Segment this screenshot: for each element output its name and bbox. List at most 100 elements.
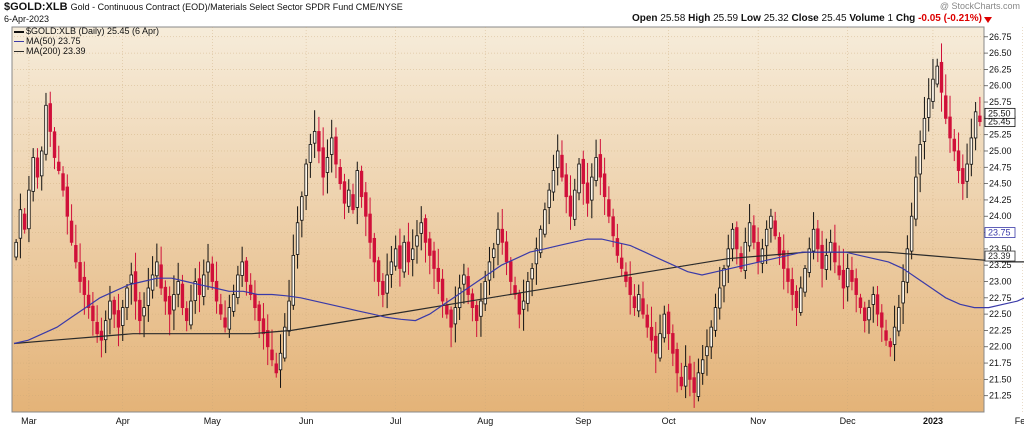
candle-body bbox=[581, 158, 585, 185]
candle-body bbox=[526, 281, 530, 304]
xtick-label-Feb: Feb bbox=[1015, 416, 1024, 426]
candle-body bbox=[266, 330, 270, 348]
ytick-label-25.00: 25.00 bbox=[989, 146, 1012, 156]
candle-body bbox=[935, 65, 939, 85]
candle-body bbox=[321, 147, 325, 178]
candle-body bbox=[547, 189, 551, 208]
candle-body bbox=[129, 274, 133, 284]
candle-body bbox=[483, 281, 487, 305]
candle-body bbox=[675, 349, 679, 374]
candle-body bbox=[40, 150, 44, 177]
candle-body bbox=[214, 280, 219, 302]
candle-body bbox=[125, 287, 129, 308]
xtick-label-Oct: Oct bbox=[662, 416, 677, 426]
candle-body bbox=[816, 228, 820, 250]
candle-body bbox=[445, 304, 449, 315]
candle-body bbox=[688, 363, 692, 380]
candle-body bbox=[871, 294, 875, 305]
candle-body bbox=[108, 300, 112, 320]
candle-body bbox=[355, 170, 359, 208]
candle-body bbox=[756, 241, 760, 263]
candle-body bbox=[628, 277, 632, 295]
candle-body bbox=[240, 261, 244, 276]
candle-body bbox=[939, 61, 944, 93]
ohlc-readout: Open 25.58 High 25.59 Low 25.32 Close 25… bbox=[631, 13, 982, 24]
candle-body bbox=[347, 189, 351, 207]
candle-body bbox=[764, 228, 769, 247]
candle-body bbox=[155, 261, 159, 277]
candle-body bbox=[875, 294, 880, 315]
candle-body bbox=[551, 170, 556, 193]
candle-body bbox=[649, 326, 654, 341]
candle-body bbox=[892, 326, 897, 345]
candle-body bbox=[74, 245, 78, 263]
candle-body bbox=[926, 98, 931, 118]
stockcharts-credit[interactable]: @ StockCharts.com bbox=[939, 1, 1020, 11]
candle-body bbox=[69, 220, 74, 243]
ytick-label-25.75: 25.75 bbox=[989, 97, 1012, 107]
candle-body bbox=[598, 154, 603, 178]
candle-body bbox=[304, 163, 308, 196]
candle-body bbox=[773, 220, 777, 237]
ma50-line bbox=[13, 238, 1024, 345]
candle-body bbox=[487, 261, 492, 281]
price-tag-box bbox=[984, 227, 1016, 238]
candle-body bbox=[850, 269, 854, 282]
candle-body bbox=[206, 261, 210, 273]
candle-body bbox=[219, 304, 223, 315]
candle-body bbox=[666, 311, 671, 335]
candle-body bbox=[31, 157, 35, 192]
candle-body bbox=[385, 274, 389, 294]
candle-body bbox=[364, 192, 368, 217]
candle-body bbox=[419, 222, 423, 234]
candle-body bbox=[163, 286, 168, 302]
chart-date: 6-Apr-2023 bbox=[4, 14, 50, 24]
candle-body bbox=[479, 300, 483, 317]
candle-body bbox=[78, 262, 82, 282]
candle-body bbox=[283, 326, 287, 359]
candle-body bbox=[334, 136, 338, 165]
candle-body bbox=[436, 267, 440, 282]
candle-body bbox=[700, 359, 705, 374]
legend-swatch-ma200 bbox=[14, 51, 24, 53]
candle-body bbox=[918, 144, 922, 175]
candle-body bbox=[573, 189, 577, 220]
candle-body bbox=[615, 238, 620, 256]
candle-body bbox=[854, 278, 858, 295]
ytick-label-21.25: 21.25 bbox=[989, 391, 1012, 401]
candle-body bbox=[91, 305, 95, 322]
candle-body bbox=[504, 241, 509, 263]
candle-body bbox=[914, 176, 918, 220]
candle-body bbox=[624, 271, 628, 282]
candle-body bbox=[679, 376, 684, 387]
legend-main: $GOLD:XLB (Daily) 25.45 (6 Apr) bbox=[14, 26, 159, 36]
xtick-label-Jul: Jul bbox=[390, 416, 402, 426]
candle-body bbox=[223, 317, 227, 328]
candle-body bbox=[57, 161, 61, 171]
candle-body bbox=[248, 284, 253, 295]
down-arrow-icon bbox=[984, 17, 992, 23]
candle-body bbox=[509, 261, 513, 282]
candle-body bbox=[133, 271, 138, 302]
candle-body bbox=[718, 287, 722, 309]
candle-body bbox=[411, 248, 415, 260]
candle-body bbox=[406, 241, 411, 263]
candle-body bbox=[428, 238, 432, 256]
candle-body bbox=[978, 115, 982, 123]
candle-body bbox=[52, 131, 57, 158]
ytick-label-22.50: 22.50 bbox=[989, 309, 1012, 319]
candle-body bbox=[35, 157, 40, 178]
candle-body bbox=[948, 116, 952, 139]
candle-body bbox=[381, 280, 385, 295]
candle-body bbox=[351, 194, 355, 211]
ytick-label-23.50: 23.50 bbox=[989, 244, 1012, 254]
candle-body bbox=[44, 104, 48, 155]
candle-body bbox=[645, 314, 649, 328]
chart-title: $GOLD:XLB Gold - Continuous Contract (EO… bbox=[4, 1, 403, 13]
candle-body bbox=[619, 257, 624, 269]
candle-body bbox=[121, 307, 125, 326]
candle-body bbox=[423, 218, 428, 243]
ytick-label-26.25: 26.25 bbox=[989, 64, 1012, 74]
candle-body bbox=[18, 209, 23, 239]
